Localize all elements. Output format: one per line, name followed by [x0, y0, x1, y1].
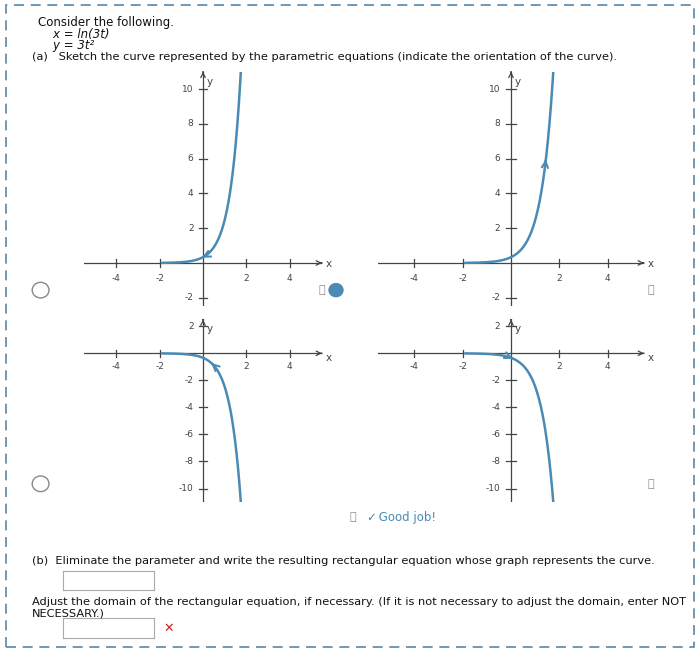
Text: ✓: ✓ [366, 511, 376, 524]
Text: -6: -6 [185, 430, 194, 439]
Text: -2: -2 [458, 274, 467, 282]
Text: 6: 6 [495, 154, 500, 163]
Text: x = ln(3t): x = ln(3t) [38, 28, 110, 41]
Text: -4: -4 [491, 403, 500, 412]
Text: x: x [648, 259, 654, 269]
Text: x: x [648, 353, 654, 363]
Text: y: y [514, 77, 521, 87]
Text: -4: -4 [112, 361, 121, 370]
Text: 4: 4 [287, 361, 293, 370]
Text: 4: 4 [605, 361, 610, 370]
Text: 2: 2 [556, 361, 562, 370]
Text: 8: 8 [495, 119, 500, 128]
Text: -10: -10 [486, 484, 500, 493]
Text: -10: -10 [178, 484, 194, 493]
Text: Consider the following.: Consider the following. [38, 16, 174, 29]
Text: -6: -6 [491, 430, 500, 439]
Text: 2: 2 [244, 274, 249, 282]
Text: 4: 4 [287, 274, 293, 282]
Text: -2: -2 [491, 293, 500, 303]
Text: 4: 4 [605, 274, 610, 282]
Text: (a)   Sketch the curve represented by the parametric equations (indicate the ori: (a) Sketch the curve represented by the … [32, 52, 617, 62]
Text: x: x [326, 259, 331, 269]
Text: -2: -2 [185, 376, 194, 385]
Text: -2: -2 [155, 274, 164, 282]
Text: -4: -4 [410, 361, 419, 370]
Text: y: y [206, 323, 212, 334]
Text: -4: -4 [185, 403, 194, 412]
Text: -8: -8 [185, 457, 194, 466]
Text: ✕: ✕ [164, 622, 174, 635]
Text: 6: 6 [188, 154, 194, 163]
Text: -2: -2 [458, 361, 467, 370]
Text: -2: -2 [185, 293, 194, 303]
Text: 8: 8 [188, 119, 194, 128]
Text: 4: 4 [495, 189, 500, 198]
Text: 2: 2 [495, 321, 500, 331]
Text: Good job!: Good job! [375, 511, 436, 524]
Text: 2: 2 [495, 224, 500, 233]
Text: y: y [514, 323, 521, 334]
Text: (b)  Eliminate the parameter and write the resulting rectangular equation whose : (b) Eliminate the parameter and write th… [32, 556, 654, 565]
Text: x: x [326, 353, 331, 363]
Text: ⓘ: ⓘ [350, 512, 356, 522]
Text: ⓘ: ⓘ [648, 285, 654, 295]
Text: -4: -4 [410, 274, 419, 282]
Text: ⓘ: ⓘ [648, 479, 654, 489]
Text: 2: 2 [188, 224, 194, 233]
Text: 2: 2 [556, 274, 562, 282]
Text: -8: -8 [491, 457, 500, 466]
Text: 4: 4 [188, 189, 194, 198]
Text: ⓘ: ⓘ [318, 285, 326, 295]
Text: -2: -2 [491, 376, 500, 385]
Text: 2: 2 [244, 361, 249, 370]
Text: Adjust the domain of the rectangular equation, if necessary. (If it is not neces: Adjust the domain of the rectangular equ… [32, 597, 685, 618]
Text: -4: -4 [112, 274, 121, 282]
Text: y: y [206, 77, 212, 87]
Text: 10: 10 [489, 85, 500, 94]
Text: 2: 2 [188, 321, 194, 331]
Text: y = 3t²: y = 3t² [38, 39, 95, 52]
Text: -2: -2 [155, 361, 164, 370]
Text: 10: 10 [182, 85, 194, 94]
